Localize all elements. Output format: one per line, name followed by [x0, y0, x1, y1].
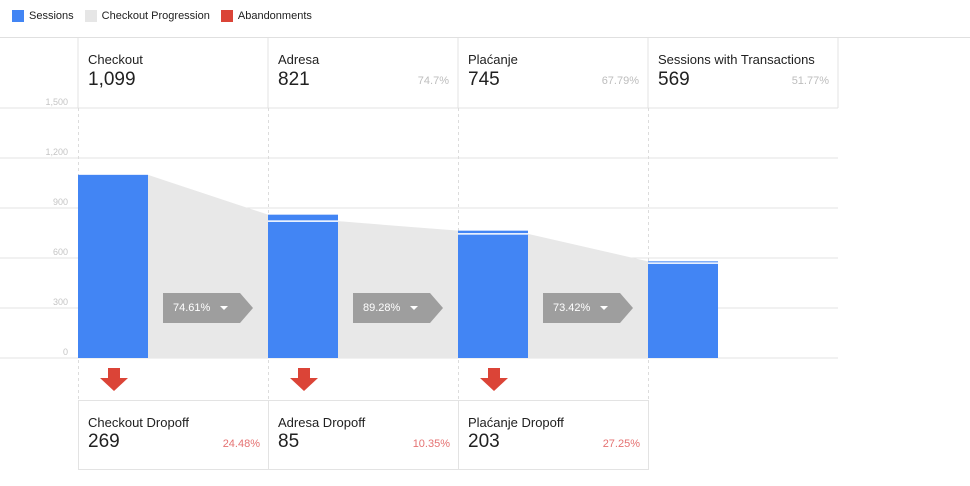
progression-area [338, 221, 458, 358]
dropoff-name: Plaćanje Dropoff [468, 415, 564, 430]
stage-header-transactions[interactable]: Sessions with Transactions 569 51.77% [648, 38, 838, 107]
dropoff-adresa[interactable]: Adresa Dropoff 85 10.35% [268, 400, 458, 469]
session-bar[interactable] [268, 214, 338, 358]
chevron-down-icon [220, 306, 228, 310]
stage-header-checkout[interactable]: Checkout 1,099 [78, 38, 268, 107]
dropoff-percent: 24.48% [222, 438, 260, 450]
session-bar[interactable] [648, 261, 718, 358]
dropoff-value: 203 [468, 431, 500, 452]
dropoff-placanje[interactable]: Plaćanje Dropoff 203 27.25% [458, 400, 648, 469]
legend-label: Sessions [29, 10, 74, 22]
y-tick-label: 300 [53, 297, 68, 307]
abandonment-arrow-icon [100, 368, 128, 391]
legend: Sessions Checkout Progression Abandonmen… [12, 8, 323, 24]
progress-arrow[interactable] [543, 293, 633, 323]
legend-swatch [220, 10, 233, 22]
y-tick-label: 600 [53, 247, 68, 257]
chevron-down-icon [600, 306, 608, 310]
y-tick-label: 900 [53, 197, 68, 207]
stage-name: Plaćanje [468, 52, 518, 67]
legend-swatch [12, 10, 24, 22]
session-bar[interactable] [78, 174, 148, 358]
dropoff-value: 269 [88, 431, 120, 452]
chevron-down-icon [410, 306, 418, 310]
dropoff-percent: 27.25% [602, 438, 640, 450]
progress-percent-label: 74.61% [173, 302, 211, 314]
legend-item-checkout-progression[interactable]: Checkout Progression [84, 10, 210, 22]
abandonment-arrow-icon [290, 368, 318, 391]
progress-arrow[interactable] [163, 293, 253, 323]
stage-percent: 74.7% [417, 75, 449, 87]
stage-value: 569 [658, 69, 690, 90]
dropoff-name: Checkout Dropoff [88, 415, 189, 430]
legend-item-sessions[interactable]: Sessions [12, 10, 74, 22]
stage-value: 821 [278, 69, 310, 90]
legend-item-abandonments[interactable]: Abandonments [220, 10, 312, 22]
progression-area [148, 174, 268, 358]
legend-label: Abandonments [237, 10, 312, 22]
stage-percent: 51.77% [791, 75, 829, 87]
stage-name: Checkout [88, 52, 143, 67]
legend-separator [0, 37, 970, 38]
stage-percent: 67.79% [601, 75, 639, 87]
stage-value: 1,099 [88, 69, 136, 90]
legend-swatch [84, 10, 97, 22]
dropoff-value: 85 [278, 431, 300, 452]
legend-label: Checkout Progression [101, 10, 210, 22]
stage-value: 745 [468, 69, 500, 90]
y-tick-label: 1,200 [45, 147, 68, 157]
dropoff-name: Adresa Dropoff [278, 415, 366, 430]
dropoff-percent: 10.35% [412, 438, 450, 450]
session-bar[interactable] [458, 230, 528, 358]
stage-name: Sessions with Transactions [658, 52, 815, 67]
stage-header-adresa[interactable]: Adresa 821 74.7% [268, 38, 458, 107]
y-tick-label: 1,500 [45, 97, 68, 107]
progress-percent-label: 73.42% [553, 302, 591, 314]
stage-header-placanje[interactable]: Plaćanje 745 67.79% [458, 38, 648, 107]
progress-arrow[interactable] [353, 293, 443, 323]
dropoff-box-border [78, 400, 649, 470]
dropoff-checkout[interactable]: Checkout Dropoff 269 24.48% [78, 400, 268, 469]
progress-percent-label: 89.28% [363, 302, 401, 314]
abandonment-arrow-icon [480, 368, 508, 391]
stage-name: Adresa [278, 52, 320, 67]
y-tick-label: 0 [63, 347, 68, 357]
